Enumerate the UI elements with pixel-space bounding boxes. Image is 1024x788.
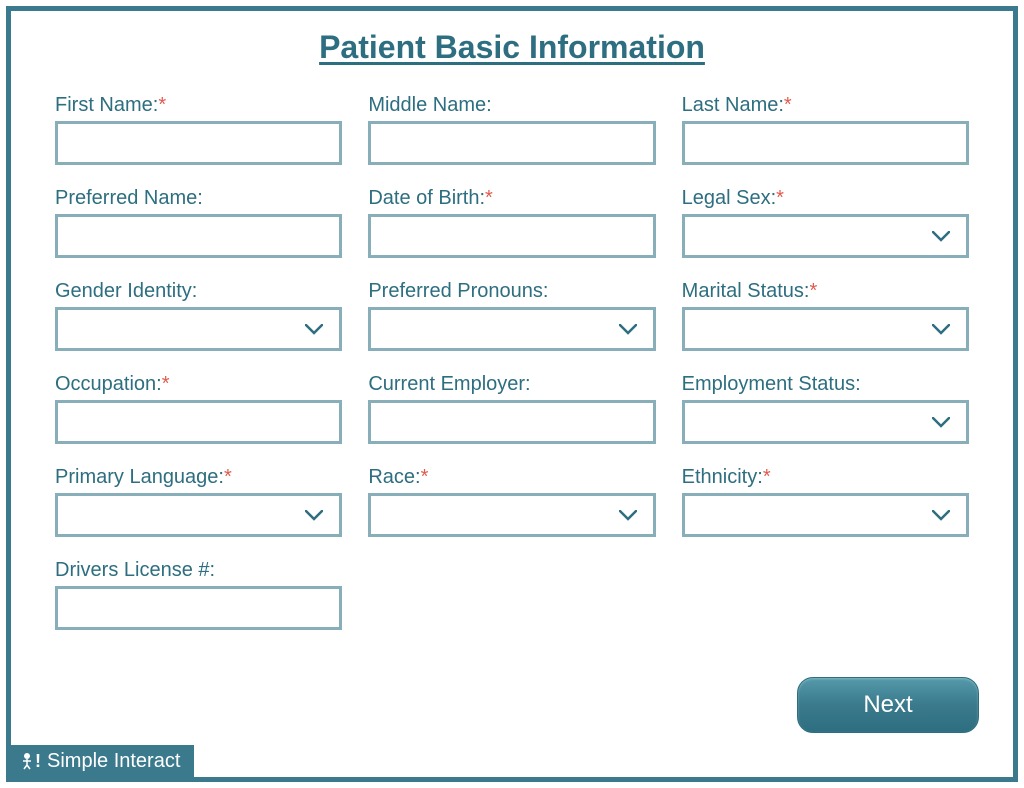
label-text: Occupation: [55,373,162,395]
chevron-down-icon [932,510,950,521]
label-text: Preferred Name: [55,187,203,209]
primary-language-label: Primary Language:* [55,466,342,489]
label-text: Marital Status: [682,280,810,302]
field-drivers-license: Drivers License #: [55,559,342,630]
ethnicity-select[interactable] [682,493,969,537]
brand-name: Simple Interact [47,750,180,773]
middle-name-label: Middle Name: [368,94,655,117]
chevron-down-icon [619,510,637,521]
field-first-name: First Name:* [55,94,342,165]
field-preferred-name: Preferred Name: [55,187,342,258]
person-icon [19,752,35,770]
label-text: Gender Identity: [55,280,197,302]
chevron-down-icon [619,324,637,335]
legal-sex-label: Legal Sex:* [682,187,969,210]
field-gender-identity: Gender Identity: [55,280,342,351]
ethnicity-label: Ethnicity:* [682,466,969,489]
marital-status-select[interactable] [682,307,969,351]
marital-status-label: Marital Status:* [682,280,969,303]
label-text: Last Name: [682,94,784,116]
employment-status-label: Employment Status: [682,373,969,396]
current-employer-label: Current Employer: [368,373,655,396]
required-marker: * [158,94,166,116]
exclaim-icon: ! [35,752,41,770]
preferred-name-label: Preferred Name: [55,187,342,210]
label-text: Employment Status: [682,373,861,395]
date-of-birth-input[interactable] [368,214,655,258]
legal-sex-select[interactable] [682,214,969,258]
employment-status-select[interactable] [682,400,969,444]
required-marker: * [224,466,232,488]
field-legal-sex: Legal Sex:* [682,187,969,258]
required-marker: * [763,466,771,488]
field-last-name: Last Name:* [682,94,969,165]
label-text: Preferred Pronouns: [368,280,548,302]
chevron-down-icon [305,324,323,335]
field-race: Race:* [368,466,655,537]
chevron-down-icon [932,324,950,335]
label-text: Legal Sex: [682,187,777,209]
form-grid: First Name:* Middle Name: Last Name:* Pr… [55,94,969,630]
field-marital-status: Marital Status:* [682,280,969,351]
drivers-license-label: Drivers License #: [55,559,342,582]
label-text: First Name: [55,94,158,116]
occupation-label: Occupation:* [55,373,342,396]
chevron-down-icon [932,231,950,242]
field-primary-language: Primary Language:* [55,466,342,537]
next-button-label: Next [863,691,912,719]
middle-name-input[interactable] [368,121,655,165]
race-select[interactable] [368,493,655,537]
preferred-pronouns-select[interactable] [368,307,655,351]
label-text: Date of Birth: [368,187,485,209]
current-employer-input[interactable] [368,400,655,444]
next-button[interactable]: Next [797,677,979,733]
date-of-birth-label: Date of Birth:* [368,187,655,210]
form-frame: Patient Basic Information First Name:* M… [6,6,1018,782]
gender-identity-select[interactable] [55,307,342,351]
drivers-license-input[interactable] [55,586,342,630]
label-text: Ethnicity: [682,466,763,488]
gender-identity-label: Gender Identity: [55,280,342,303]
field-date-of-birth: Date of Birth:* [368,187,655,258]
brand-bar: ! Simple Interact [11,745,194,777]
required-marker: * [421,466,429,488]
preferred-pronouns-label: Preferred Pronouns: [368,280,655,303]
first-name-label: First Name:* [55,94,342,117]
form-content: Patient Basic Information First Name:* M… [11,11,1013,630]
field-current-employer: Current Employer: [368,373,655,444]
preferred-name-input[interactable] [55,214,342,258]
field-employment-status: Employment Status: [682,373,969,444]
label-text: Middle Name: [368,94,491,116]
required-marker: * [809,280,817,302]
primary-language-select[interactable] [55,493,342,537]
occupation-input[interactable] [55,400,342,444]
required-marker: * [485,187,493,209]
field-ethnicity: Ethnicity:* [682,466,969,537]
field-occupation: Occupation:* [55,373,342,444]
field-middle-name: Middle Name: [368,94,655,165]
page-title: Patient Basic Information [55,29,969,66]
brand-icon: ! [19,752,41,770]
field-preferred-pronouns: Preferred Pronouns: [368,280,655,351]
chevron-down-icon [305,510,323,521]
last-name-input[interactable] [682,121,969,165]
required-marker: * [784,94,792,116]
required-marker: * [776,187,784,209]
last-name-label: Last Name:* [682,94,969,117]
label-text: Race: [368,466,420,488]
chevron-down-icon [932,417,950,428]
first-name-input[interactable] [55,121,342,165]
label-text: Current Employer: [368,373,530,395]
label-text: Primary Language: [55,466,224,488]
label-text: Drivers License #: [55,559,215,581]
required-marker: * [162,373,170,395]
race-label: Race:* [368,466,655,489]
